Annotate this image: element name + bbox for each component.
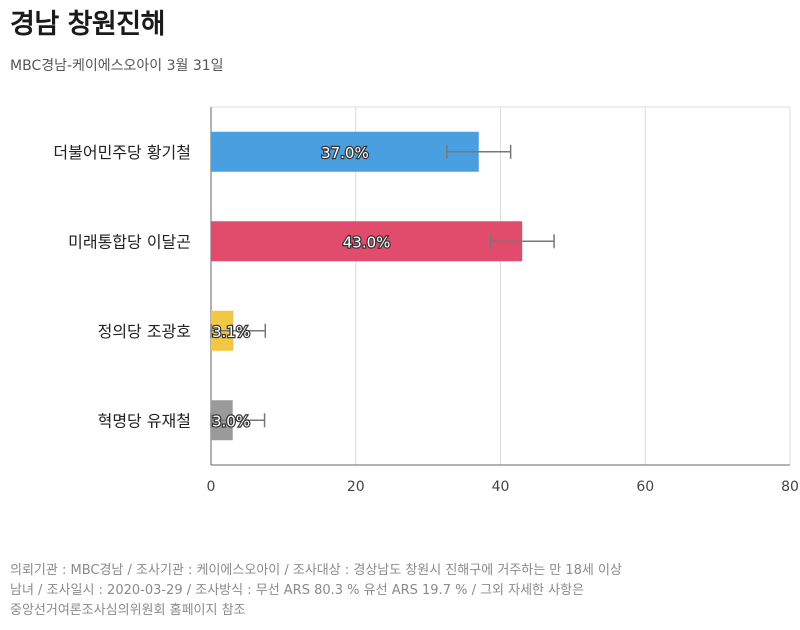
footer-line-2: 남녀 / 조사일시 : 2020-03-29 / 조사방식 : 무선 ARS 8… bbox=[10, 583, 585, 598]
category-label-2: 정의당 조광호 bbox=[98, 322, 191, 341]
bar-0 bbox=[211, 131, 479, 172]
survey-info-footer: 의뢰기관 : MBC경남 / 조사기관 : 케이에스오아이 / 조사대상 : 경… bbox=[10, 561, 790, 621]
x-tick-label-3: 60 bbox=[636, 479, 654, 495]
footer-line-1: 의뢰기관 : MBC경남 / 조사기관 : 케이에스오아이 / 조사대상 : 경… bbox=[10, 563, 622, 578]
category-label-1: 미래통합당 이달곤 bbox=[68, 232, 191, 251]
x-tick-label-4: 80 bbox=[781, 479, 799, 495]
chart-title: 경남 창원진해 bbox=[10, 9, 165, 40]
x-tick-label-0: 0 bbox=[207, 479, 216, 495]
footer-line-3: 중앙선거여론조사심의위원회 홈페이지 참조 bbox=[10, 603, 246, 618]
x-tick-label-1: 20 bbox=[347, 479, 365, 495]
value-label-3: 3.0% bbox=[212, 412, 250, 430]
chart-subtitle: MBC경남-케이에스오아이 3월 31일 bbox=[10, 58, 224, 74]
value-label-0: 37.0% bbox=[321, 144, 369, 162]
category-label-0: 더불어민주당 황기철 bbox=[53, 143, 191, 162]
x-tick-label-2: 40 bbox=[492, 479, 510, 495]
bar-chart: 0 20 40 60 80 더불어민주당 황기철 37.0% 미래통합당 이달곤 43.0% 정의… bbox=[53, 106, 799, 495]
category-label-3: 혁명당 유재철 bbox=[98, 411, 191, 430]
value-label-1: 43.0% bbox=[343, 233, 391, 251]
value-label-2: 3.1% bbox=[212, 323, 250, 341]
bar-1 bbox=[211, 221, 523, 262]
